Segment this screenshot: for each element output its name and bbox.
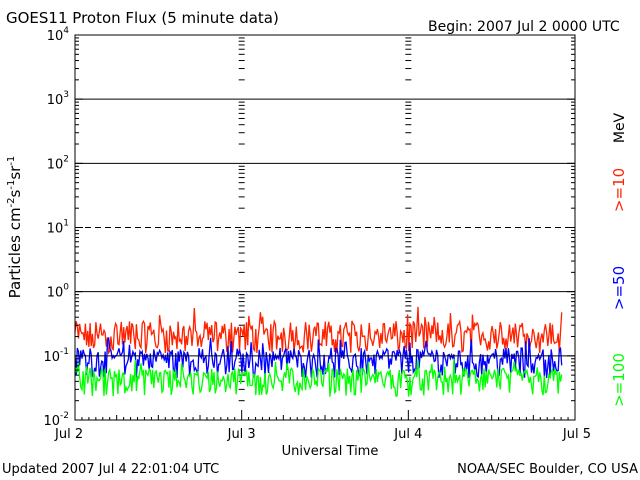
x-axis-ticks: Jul 2 Jul 3 Jul 4 Jul 5 xyxy=(54,410,591,442)
data-series xyxy=(74,306,563,398)
y-tick-label: 10-2 xyxy=(43,411,69,429)
y-axis-label-sup1: -2 xyxy=(6,197,17,207)
chart-title: GOES11 Proton Flux (5 minute data) xyxy=(6,9,279,27)
data-source: NOAA/SEC Boulder, CO USA xyxy=(457,462,638,477)
y-tick-label: 10-1 xyxy=(43,347,69,365)
legend-label: >=100 xyxy=(610,353,628,407)
y-axis-label: Particles cm-2s-1sr-1 xyxy=(6,156,24,299)
series-line-2 xyxy=(74,337,563,379)
y-axis-label-base: Particles cm xyxy=(6,207,24,298)
y-tick-label: 104 xyxy=(47,26,70,44)
y-tick-label: 100 xyxy=(47,283,70,301)
x-axis-label: Universal Time xyxy=(282,444,379,459)
x-tick-label: Jul 3 xyxy=(227,427,256,442)
x-tick-label: Jul 4 xyxy=(393,427,422,442)
y-tick-label: 101 xyxy=(47,219,69,237)
y-axis-label-sup2: -1 xyxy=(6,180,17,190)
y-tick-label: 103 xyxy=(47,90,69,108)
y-axis-label-sup3: -1 xyxy=(6,156,17,166)
series-line-3 xyxy=(74,358,563,398)
y-tick-label: 102 xyxy=(47,154,69,172)
y-axis-label-mid1: s xyxy=(6,189,24,197)
legend: MeV >=10 >=50 >=100 xyxy=(610,112,628,406)
legend-unit: MeV xyxy=(612,112,628,143)
updated-timestamp: Updated 2007 Jul 4 22:01:04 UTC xyxy=(2,462,219,477)
legend-label: >=10 xyxy=(610,168,628,212)
x-tick-label: Jul 2 xyxy=(54,427,83,442)
series-line-1 xyxy=(74,306,563,355)
begin-time-label: Begin: 2007 Jul 2 0000 UTC xyxy=(428,19,620,35)
legend-label: >=50 xyxy=(610,266,628,310)
x-tick-label: Jul 5 xyxy=(562,427,591,442)
grid-lines xyxy=(75,98,575,293)
y-axis-ticks: 10-2 10-1 100 101 102 103 104 xyxy=(43,26,575,429)
y-axis-label-mid2: sr xyxy=(6,165,24,180)
